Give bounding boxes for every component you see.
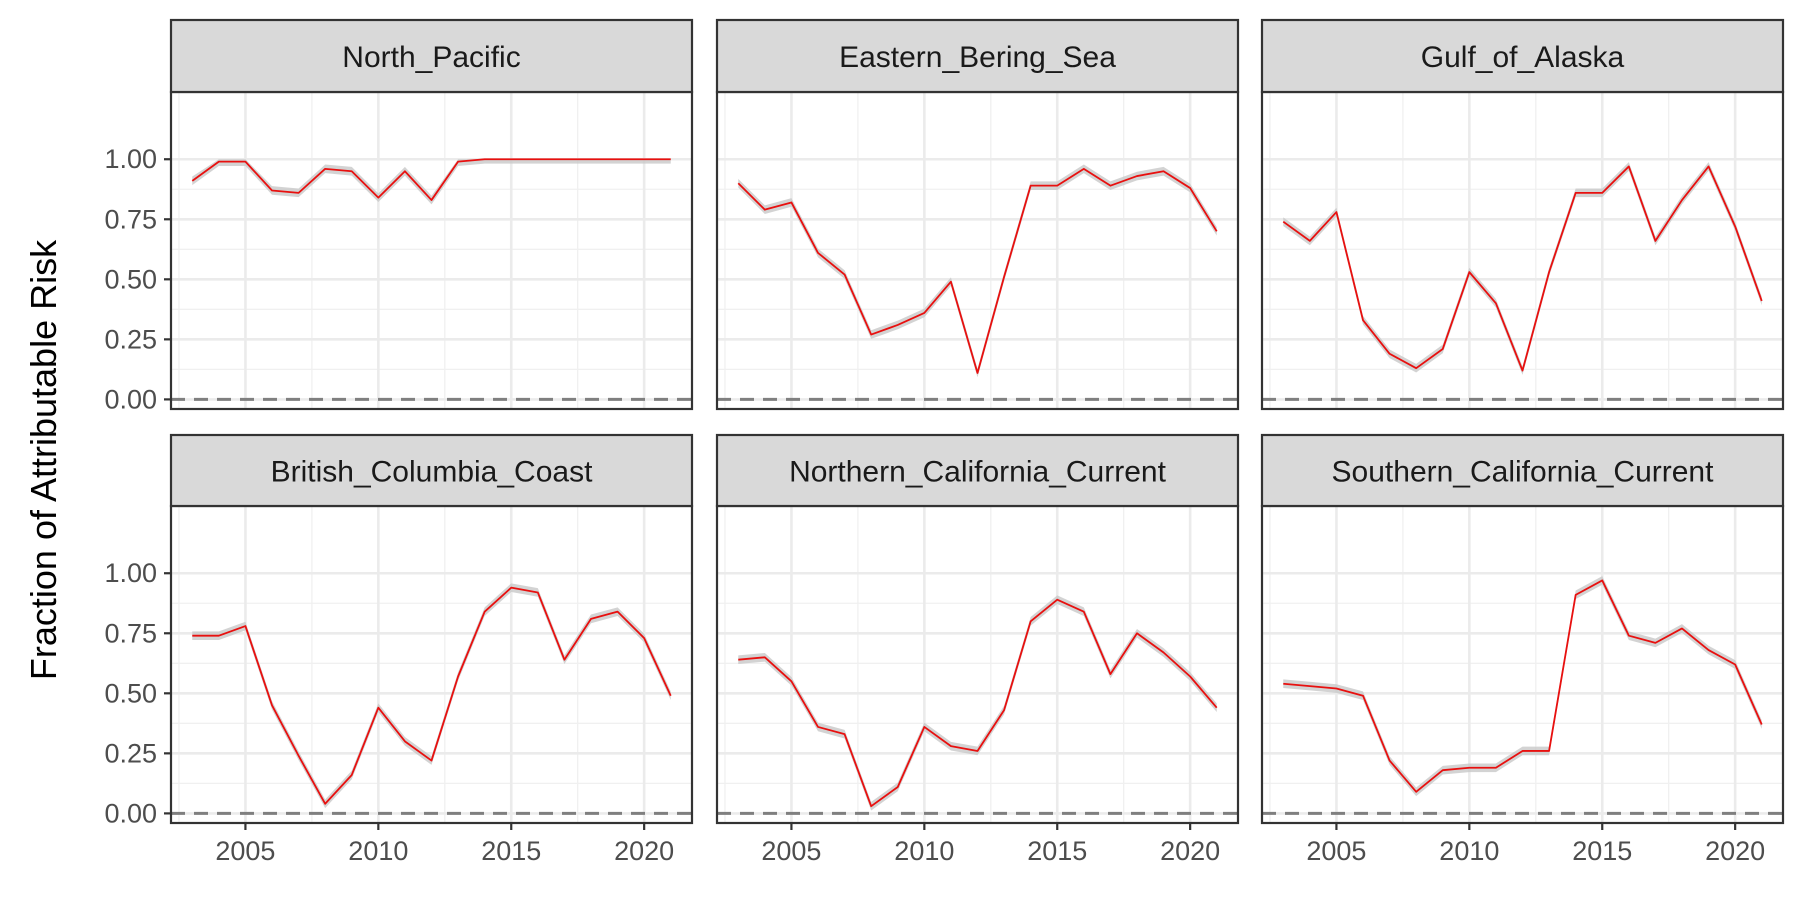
- y-tick-label: 0.50: [104, 264, 157, 294]
- panel-background: [171, 506, 692, 823]
- panel-background: [171, 92, 692, 409]
- panel-eastern-bering-sea: Eastern_Bering_Sea: [715, 18, 1240, 411]
- panel-north-pacific: North_Pacific 0.00 0.25 0.50 0.75 1.00: [104, 18, 694, 414]
- strip-header: [715, 433, 1240, 508]
- y-tick-label: 1.00: [104, 144, 157, 174]
- x-tick-label: 2020: [1705, 836, 1765, 866]
- panel-southern-california-current: Southern_California_Current 2005 2010 2015 2…: [1260, 433, 1785, 866]
- uncertainty-ribbon: [1283, 576, 1762, 797]
- y-tick-label: 0.00: [104, 384, 157, 414]
- strip-header: [169, 18, 694, 94]
- uncertainty-ribbon: [192, 159, 671, 205]
- y-axis-label: Fraction of Attributable Risk: [23, 239, 64, 680]
- x-tick-label: 2020: [614, 836, 674, 866]
- series-line: [1282, 165, 1763, 372]
- strip-header: [169, 433, 694, 508]
- y-tick-label: 0.75: [104, 204, 157, 234]
- series-line: [191, 158, 671, 201]
- x-tick-label: 2010: [1439, 836, 1499, 866]
- x-tick-label: 2005: [215, 836, 275, 866]
- y-tick-label: 0.00: [104, 798, 157, 828]
- x-tick-label: 2010: [348, 836, 408, 866]
- y-tick-label: 0.50: [104, 678, 157, 708]
- strip-header: [1260, 18, 1785, 94]
- x-tick-label: 2015: [1572, 836, 1632, 866]
- x-tick-label: 2015: [1027, 836, 1087, 866]
- y-tick-label: 1.00: [104, 558, 157, 588]
- strip-header: [715, 18, 1240, 94]
- panel-background: [717, 506, 1238, 823]
- strip-title: Northern_California_Current: [789, 456, 1167, 489]
- strip-title: Southern_California_Current: [1332, 456, 1715, 489]
- y-tick-label: 0.75: [104, 618, 157, 648]
- panel-background: [717, 92, 1238, 409]
- panels-layer: North_Pacific 0.00 0.25 0.50 0.75 1.00 Eastern…: [104, 18, 1785, 866]
- panel-northern-california-current: Northern_California_Current 2005 2010 2015 2…: [715, 433, 1240, 866]
- panel-background: [1262, 506, 1783, 823]
- series-line: [1283, 579, 1763, 793]
- uncertainty-ribbon: [192, 583, 671, 809]
- x-tick-label: 2005: [1306, 836, 1366, 866]
- series-line: [737, 167, 1218, 374]
- strip-header: [1260, 433, 1785, 508]
- strip-title: British_Columbia_Coast: [271, 456, 593, 489]
- x-tick-label: 2010: [894, 836, 954, 866]
- strip-title: North_Pacific: [342, 41, 520, 74]
- series-line: [192, 586, 672, 805]
- panel-british-columbia-coast: British_Columbia_Coast 0.00 0.25 0.50 0.75 1.…: [104, 433, 694, 866]
- panel-gulf-of-alaska: Gulf_of_Alaska: [1260, 18, 1785, 411]
- x-tick-label: 2015: [481, 836, 541, 866]
- x-tick-label: 2020: [1160, 836, 1220, 866]
- strip-title: Gulf_of_Alaska: [1421, 41, 1625, 74]
- strip-title: Eastern_Bering_Sea: [839, 41, 1116, 74]
- x-tick-label: 2005: [761, 836, 821, 866]
- panel-background: [1262, 92, 1783, 409]
- y-tick-label: 0.25: [104, 738, 157, 768]
- y-tick-label: 0.25: [104, 324, 157, 354]
- series-line: [738, 598, 1218, 808]
